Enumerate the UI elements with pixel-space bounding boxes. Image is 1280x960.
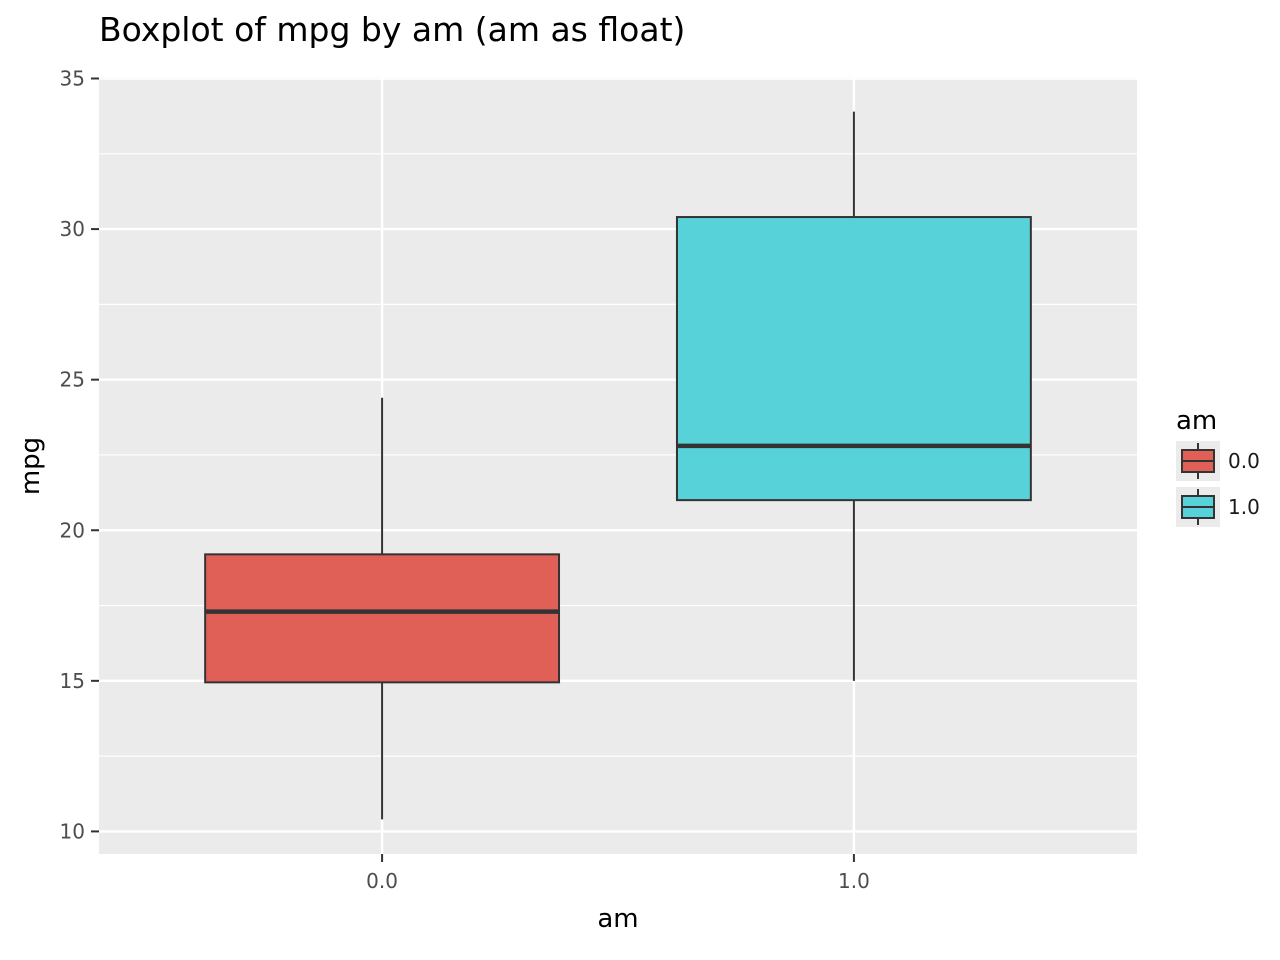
legend-label: 1.0 xyxy=(1228,495,1260,519)
y-tick-label: 30 xyxy=(60,217,85,241)
legend-title: am xyxy=(1176,406,1217,436)
x-axis-title: am xyxy=(597,904,638,934)
x-axis: 0.0 1.0 xyxy=(366,854,870,893)
x-tick-label: 1.0 xyxy=(838,869,870,893)
boxes xyxy=(204,111,1032,820)
box-0.0 xyxy=(204,397,561,820)
legend-label: 0.0 xyxy=(1228,449,1260,473)
y-tick-label: 15 xyxy=(60,669,85,693)
legend-entry-1.0: 1.0 xyxy=(1176,487,1260,527)
chart-title: Boxplot of mpg by am (am as float) xyxy=(99,10,685,49)
box-1.0 xyxy=(675,111,1032,681)
y-axis-title: mpg xyxy=(16,437,46,495)
y-tick-label: 35 xyxy=(60,67,85,91)
y-tick-label: 25 xyxy=(60,368,85,392)
y-tick-label: 20 xyxy=(60,518,85,542)
legend: am 0.0 1.0 xyxy=(1176,406,1260,527)
box-body xyxy=(204,553,561,684)
legend-entry-0.0: 0.0 xyxy=(1176,441,1260,481)
box-body xyxy=(675,216,1032,502)
y-axis: 10 15 20 25 30 35 xyxy=(60,67,99,843)
y-tick-label: 10 xyxy=(60,819,85,843)
x-tick-label: 0.0 xyxy=(366,869,398,893)
legend-entries: 0.0 1.0 xyxy=(1176,441,1260,527)
